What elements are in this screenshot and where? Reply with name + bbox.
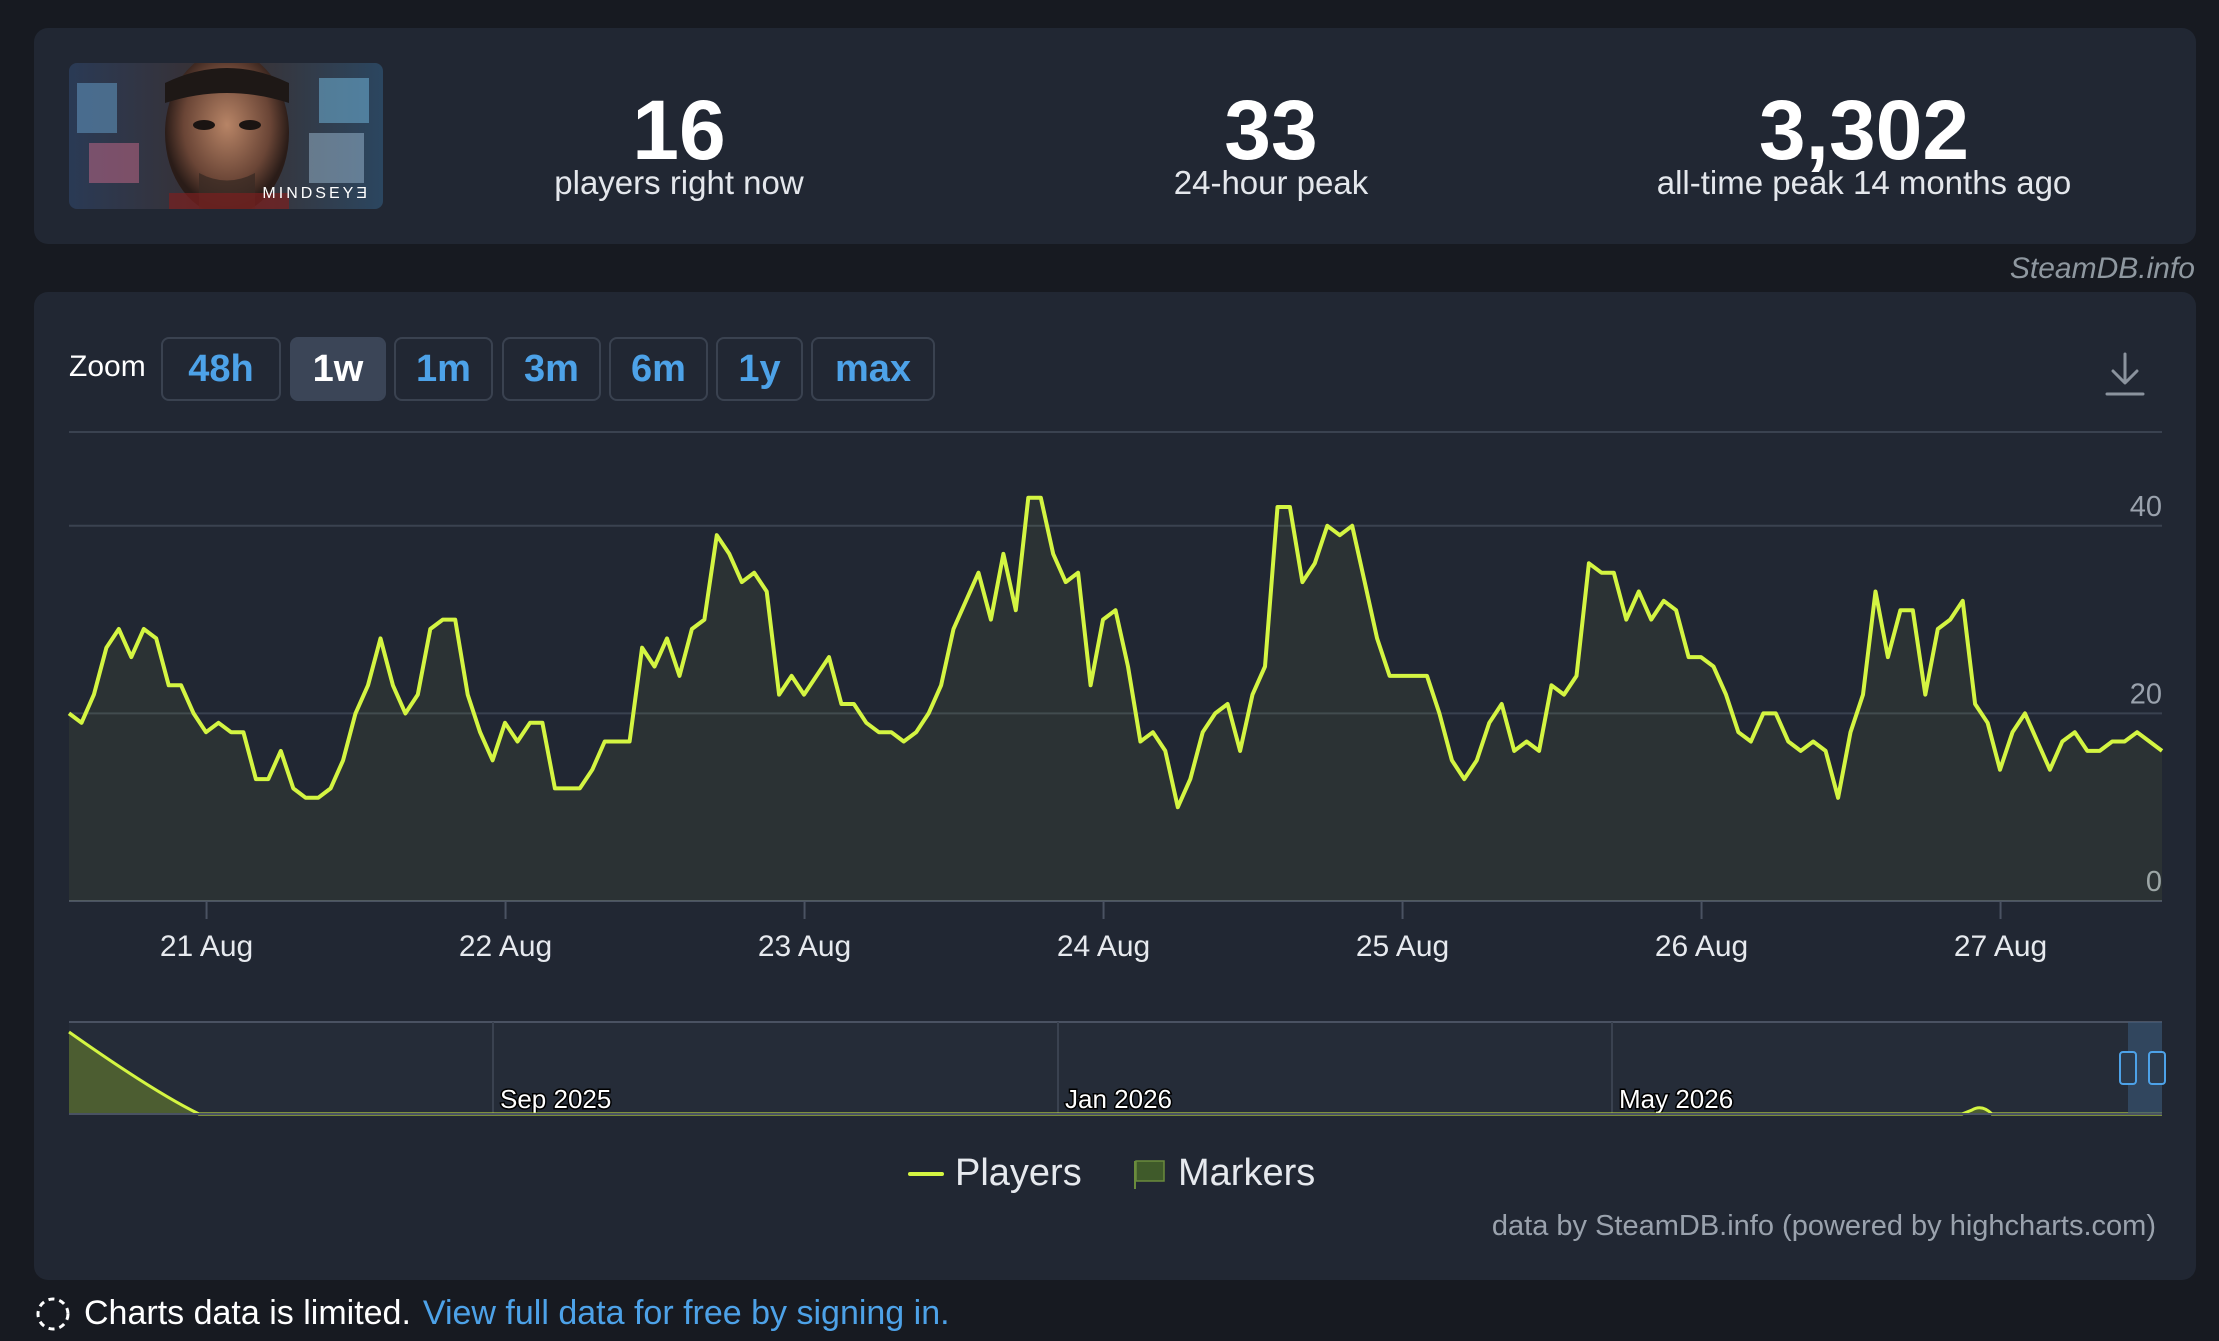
game-thumbnail[interactable]: MINDSEYƎ <box>69 63 383 209</box>
game-cover-image: MINDSEYƎ <box>69 63 383 209</box>
legend-players[interactable]: Players <box>908 1152 1082 1195</box>
navigator-date-label: May 2026 <box>1619 1084 1733 1114</box>
navigator-handle-left[interactable] <box>2119 1051 2137 1085</box>
navigator-background <box>69 1022 2162 1114</box>
zoom-max-button[interactable]: max <box>811 337 935 401</box>
zoom-1y-button[interactable]: 1y <box>716 337 803 401</box>
alltime-peak-label: all-time peak 14 months ago <box>1656 164 2072 201</box>
flag-icon <box>1134 1159 1165 1189</box>
peak-24h-value: 33 <box>1224 83 1318 177</box>
players-line <box>67 495 2164 810</box>
x-tick-label: 24 Aug <box>1057 930 1150 963</box>
x-tick-label: 26 Aug <box>1655 930 1748 963</box>
current-players-label: players right now <box>554 164 804 201</box>
x-tick-label: 21 Aug <box>160 930 253 963</box>
zoom-3m-button[interactable]: 3m <box>502 337 601 401</box>
y-tick-label: 40 <box>2130 491 2162 523</box>
navigator-handle-right[interactable] <box>2148 1051 2166 1085</box>
download-icon[interactable] <box>2103 350 2147 398</box>
zoom-label: Zoom <box>69 350 146 383</box>
limited-data-notice: Charts data is limited. View full data f… <box>34 1294 950 1333</box>
chart-card: Zoom 48h 1w 1m 3m 6m 1y max 0 20 40 21 Aug 2… <box>34 292 2196 1280</box>
x-tick-label: 23 Aug <box>758 930 851 963</box>
highcharts-credit[interactable]: data by SteamDB.info (powered by highcha… <box>1491 1210 2156 1242</box>
steamdb-credit-top[interactable]: SteamDB.info <box>2009 252 2195 285</box>
players-area <box>69 497 2162 901</box>
alltime-peak-value: 3,302 <box>1758 83 1970 177</box>
current-players-value: 16 <box>632 83 726 177</box>
peak-24h-label: 24-hour peak <box>1173 164 1369 201</box>
players-line-icon <box>908 1171 944 1176</box>
x-tick-label: 27 Aug <box>1954 930 2047 963</box>
zoom-1w-button[interactable]: 1w <box>290 337 386 401</box>
zoom-6m-button[interactable]: 6m <box>609 337 708 401</box>
zoom-48h-button[interactable]: 48h <box>161 337 281 401</box>
navigator-date-label: Jan 2026 <box>1065 1084 1172 1114</box>
legend-markers-label: Markers <box>1178 1152 1316 1194</box>
players-chart[interactable]: 0 20 40 21 Aug 22 Aug 23 Aug 24 Aug 25 Aug 26 Au… <box>34 292 2196 1152</box>
x-tick-label: 22 Aug <box>459 930 552 963</box>
x-tick-label: 25 Aug <box>1356 930 1449 963</box>
navigator-date-label: Sep 2025 <box>500 1084 611 1114</box>
sign-in-link[interactable]: View full data for free by signing in. <box>422 1294 950 1332</box>
legend-players-label: Players <box>955 1152 1082 1194</box>
thumbnail-caption: MINDSEYƎ <box>262 185 370 202</box>
legend-markers[interactable]: Markers <box>1132 1152 1315 1195</box>
dashed-circle-icon <box>36 1297 70 1330</box>
zoom-1m-button[interactable]: 1m <box>394 337 493 401</box>
stats-card: MINDSEYƎ 16 players right now 33 24-hour… <box>34 28 2196 244</box>
chart-legend: Players Markers <box>34 1152 2196 1212</box>
y-tick-label: 0 <box>2146 866 2162 898</box>
y-tick-label: 20 <box>2130 678 2162 710</box>
limited-data-text: Charts data is limited. <box>84 1294 411 1332</box>
